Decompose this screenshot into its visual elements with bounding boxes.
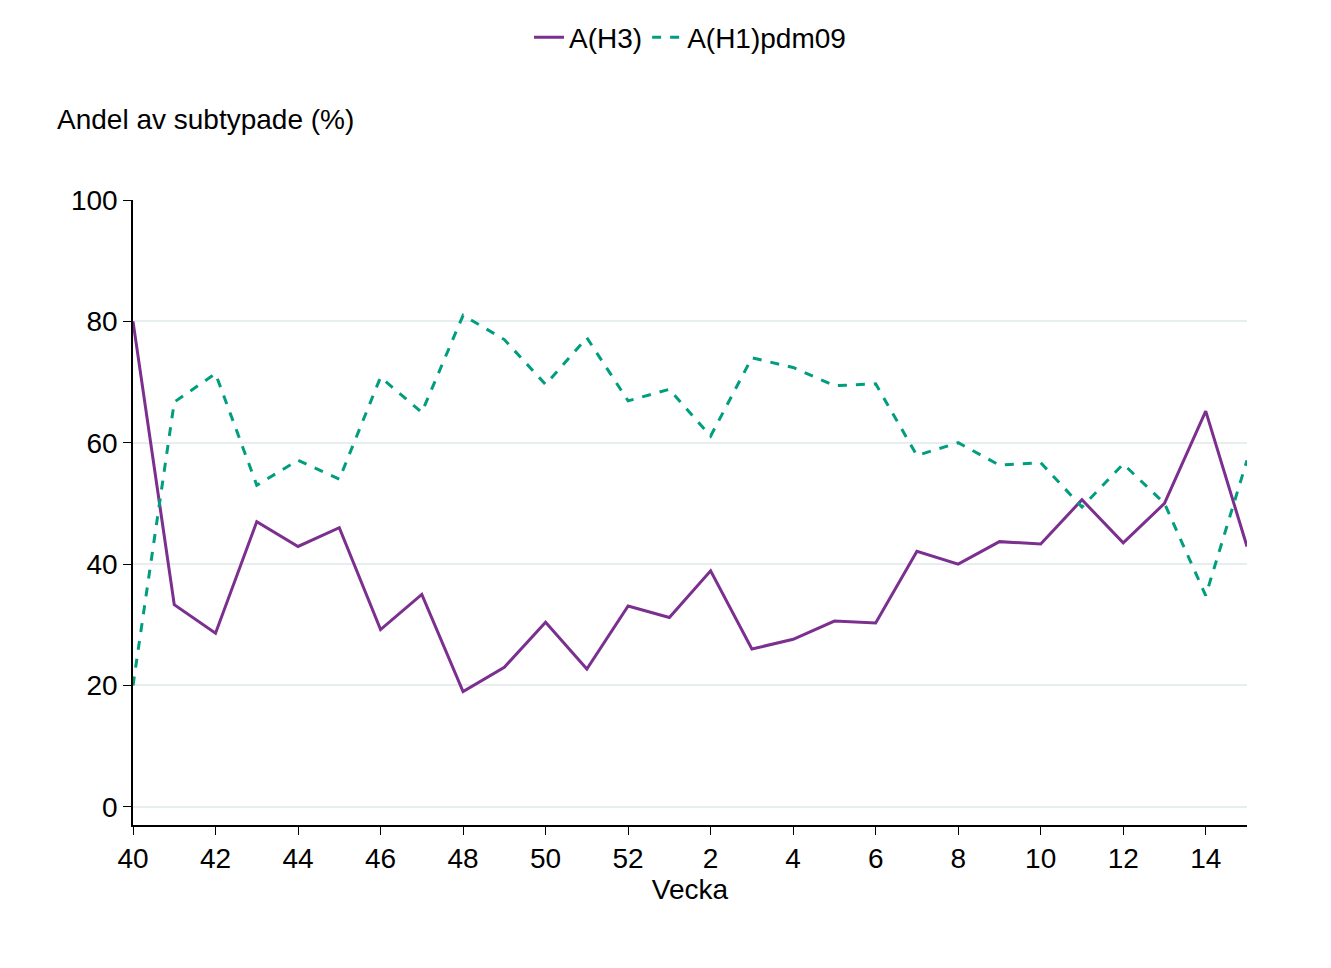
svg-text:4: 4 xyxy=(785,843,801,874)
svg-text:80: 80 xyxy=(86,306,117,337)
svg-text:14: 14 xyxy=(1190,843,1221,874)
svg-text:48: 48 xyxy=(447,843,478,874)
svg-text:2: 2 xyxy=(703,843,719,874)
svg-text:12: 12 xyxy=(1108,843,1139,874)
svg-text:A(H1)pdm09: A(H1)pdm09 xyxy=(687,23,846,54)
svg-text:44: 44 xyxy=(282,843,313,874)
svg-text:52: 52 xyxy=(613,843,644,874)
svg-text:0: 0 xyxy=(102,792,118,823)
svg-text:8: 8 xyxy=(950,843,966,874)
svg-text:10: 10 xyxy=(1025,843,1056,874)
svg-text:60: 60 xyxy=(86,428,117,459)
svg-text:42: 42 xyxy=(200,843,231,874)
svg-text:Andel av subtypade (%): Andel av subtypade (%) xyxy=(57,104,354,135)
svg-text:Vecka: Vecka xyxy=(652,874,729,905)
svg-text:46: 46 xyxy=(365,843,396,874)
svg-text:6: 6 xyxy=(868,843,884,874)
svg-text:40: 40 xyxy=(86,549,117,580)
svg-text:A(H3): A(H3) xyxy=(569,23,642,54)
svg-text:40: 40 xyxy=(117,843,148,874)
svg-text:50: 50 xyxy=(530,843,561,874)
svg-text:20: 20 xyxy=(86,670,117,701)
svg-text:100: 100 xyxy=(71,185,118,216)
